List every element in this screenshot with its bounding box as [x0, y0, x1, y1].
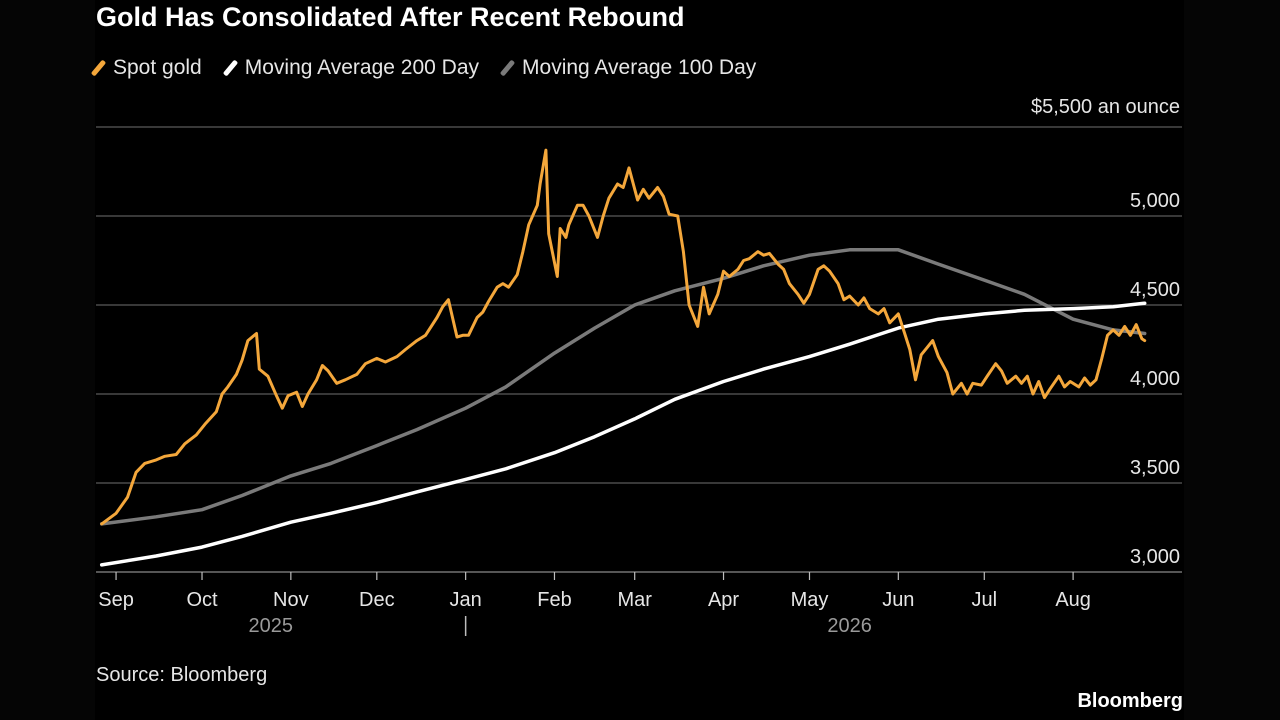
chart-title: Gold Has Consolidated After Recent Rebou… — [96, 2, 685, 32]
y-tick-label: 4,000 — [1130, 368, 1180, 390]
x-tick-label: Aug — [1055, 589, 1091, 611]
legend-label-ma200: Moving Average 200 Day — [244, 56, 480, 79]
x-tick-label: Mar — [617, 589, 652, 611]
brand-logo: Bloomberg — [1077, 690, 1183, 712]
moving-average-200-line — [99, 301, 1147, 567]
x-tick-label: May — [791, 589, 829, 611]
right-backdrop — [1184, 0, 1280, 720]
year-label: 2026 — [827, 615, 872, 637]
x-tick-label: Nov — [273, 589, 309, 611]
x-tick-label: Jun — [882, 589, 914, 611]
x-tick-label: Dec — [359, 589, 395, 611]
year-label: 2025 — [249, 615, 294, 637]
source-note: Source: Bloomberg — [96, 664, 268, 686]
unit-label: $5,500 an ounce — [1030, 96, 1180, 118]
x-tick-label: Apr — [708, 589, 739, 611]
left-backdrop — [0, 0, 95, 720]
y-tick-label: 3,500 — [1130, 457, 1180, 479]
moving-average-100-line — [99, 248, 1147, 526]
x-tick-label: Jul — [971, 589, 997, 611]
y-tick-label: 4,500 — [1130, 279, 1180, 301]
legend-item-ma200: Moving Average 200 Day — [222, 56, 480, 80]
x-tick-label: Jan — [450, 589, 482, 611]
x-tick-label: Oct — [186, 589, 218, 611]
x-tick-label: Sep — [98, 589, 134, 611]
legend-item-ma100: Moving Average 100 Day — [499, 56, 757, 80]
spot-gold-line — [100, 148, 1147, 526]
y-tick-label: 3,000 — [1130, 546, 1180, 568]
legend-label-ma100: Moving Average 100 Day — [522, 56, 757, 79]
y-tick-label: 5,000 — [1130, 190, 1180, 212]
chart-legend: Spot gold Moving Average 200 Day Moving … — [90, 56, 757, 80]
x-tick-label: Feb — [537, 589, 571, 611]
legend-item-spot: Spot gold — [90, 56, 202, 80]
legend-label-spot: Spot gold — [113, 56, 202, 79]
